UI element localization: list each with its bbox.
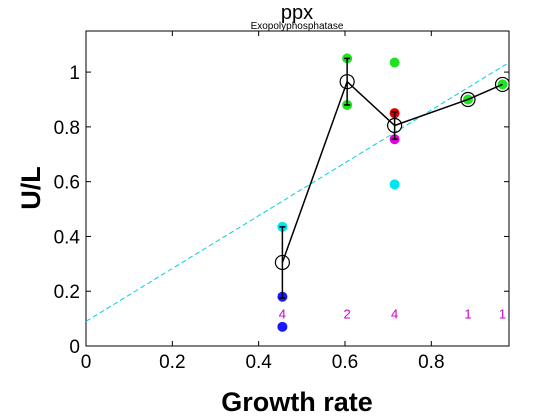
data-point	[389, 57, 400, 68]
sample-count-label: 4	[279, 307, 286, 322]
y-tick-label: 0.4	[54, 227, 81, 248]
sample-count-label: 4	[391, 307, 398, 322]
x-tick-label: 0	[81, 352, 92, 373]
plot-content: 4 2 4 1 1	[86, 53, 509, 332]
y-tick-label: 0.2	[54, 282, 80, 303]
y-tick-label: 0	[69, 337, 80, 358]
x-axis-label: Growth rate	[221, 387, 373, 417]
y-axis-label: U/L	[16, 166, 46, 210]
x-tick-label: 0.4	[245, 352, 272, 373]
x-tick-label: 0.6	[332, 352, 358, 373]
mean-marker	[494, 76, 509, 93]
data-point	[277, 321, 288, 332]
sample-count-label: 2	[344, 307, 351, 322]
chart-subtitle: Exopolyphosphatase	[251, 21, 344, 32]
sample-count-label: 1	[464, 307, 471, 322]
mean-marker	[460, 91, 476, 108]
mean-marker	[274, 254, 290, 271]
x-tick-label: 0.2	[159, 352, 185, 373]
y-tick-label: 1	[69, 63, 80, 84]
data-point	[389, 179, 400, 190]
sample-count-label: 1	[499, 307, 506, 322]
mean-marker	[339, 74, 355, 90]
plot-area: 0 0.2 0.4 0.6 0.8 0 0.2 0.4 0.6 0.8 1 4 2 4 1 1	[54, 30, 510, 373]
y-tick-label: 0.6	[54, 173, 80, 194]
y-tick-label: 0.8	[54, 118, 80, 139]
x-tick-label: 0.8	[418, 352, 444, 373]
chart-title: ppx	[281, 2, 313, 24]
plot-frame	[85, 30, 510, 347]
fit-line	[86, 62, 509, 322]
mean-marker	[387, 117, 403, 134]
